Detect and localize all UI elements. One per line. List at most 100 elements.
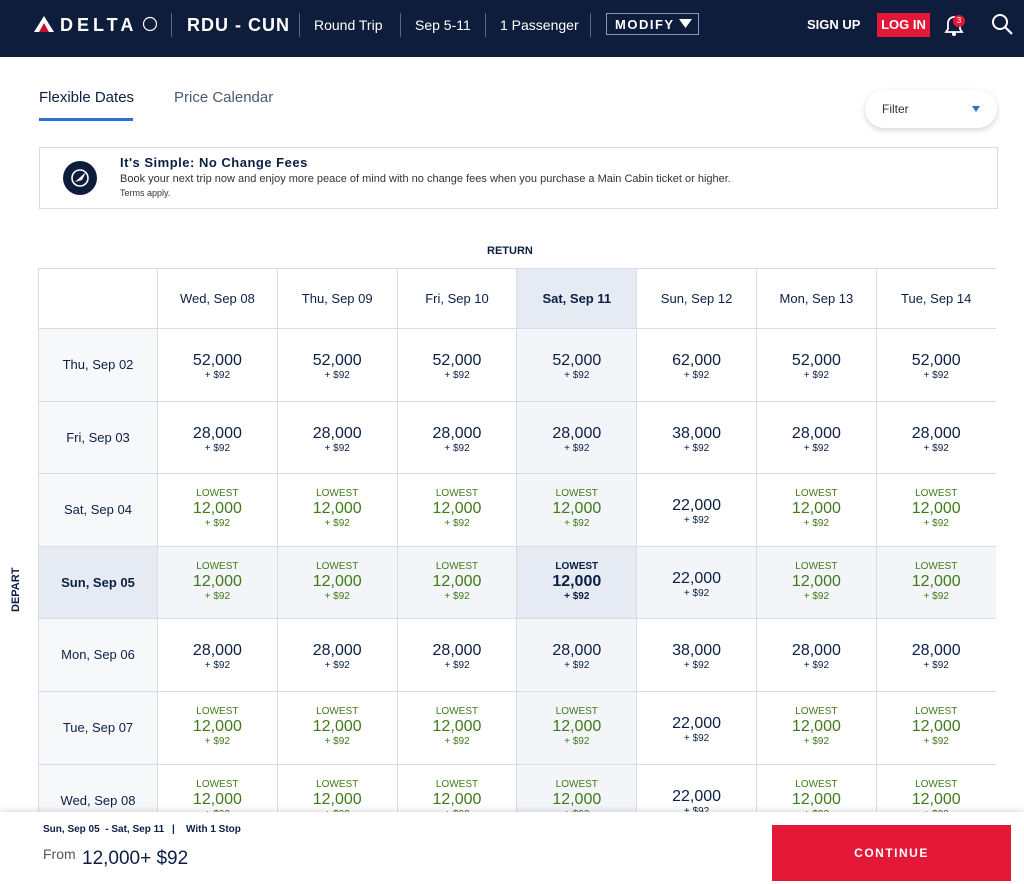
fare-cell[interactable]: 28,000 + $92 <box>158 401 278 475</box>
passengers[interactable]: 1 Passenger <box>500 17 579 33</box>
miles: 52,000 <box>911 352 961 369</box>
filter-label: Filter <box>882 102 909 116</box>
lowest-tag: LOWEST <box>555 488 598 500</box>
fare-cell[interactable]: 28,000 + $92 <box>277 619 398 692</box>
filter-dropdown[interactable]: Filter <box>865 90 997 128</box>
depart-label: DEPART <box>10 567 22 612</box>
fare-cell[interactable]: 28,000 + $92 <box>757 619 877 692</box>
fee: + $92 <box>803 736 830 747</box>
dropdown-arrow <box>679 19 692 28</box>
fee: + $92 <box>923 518 949 530</box>
miles: 22,000 <box>672 497 722 515</box>
fare-cell[interactable]: 28,000 + $92 <box>517 401 638 475</box>
fare-cell[interactable]: 52,000 + $92 <box>876 329 996 402</box>
fee: + $92 <box>398 809 517 812</box>
fare-cell[interactable]: 28,000 + $92 <box>397 619 518 692</box>
search-icon[interactable] <box>990 12 1014 36</box>
fare-cell[interactable]: 28,000 + $92 <box>876 401 996 475</box>
fare-cell[interactable]: 52,000 + $92 <box>277 329 398 402</box>
miles: 28,000 <box>432 642 482 660</box>
fare-cell[interactable]: 52,000 + $92 <box>158 329 278 402</box>
fee: + $92 <box>803 370 830 381</box>
fare-cell[interactable]: 52,000 + $92 <box>757 329 877 402</box>
tab[interactable]: Price Calendar <box>174 89 274 106</box>
return-date-header: Wed, Sep 08 <box>158 269 278 329</box>
fare-cell[interactable]: 22,000 + $92 <box>637 764 757 812</box>
fare-cell[interactable]: 28,000 + $92 <box>757 401 877 475</box>
fee: + $92 <box>683 805 710 812</box>
fee: + $92 <box>803 590 830 602</box>
fee: + $92 <box>204 370 231 381</box>
fee: + $92 <box>564 660 590 672</box>
lowest-tag: LOWEST <box>555 778 598 790</box>
miles: 62,000 <box>672 352 722 369</box>
fare-cell[interactable]: 52,000 + $92 <box>517 329 638 402</box>
miles: 52,000 <box>432 352 482 369</box>
lowest-tag: LOWEST <box>915 488 958 500</box>
fare-cell[interactable]: 38,000 + $92 <box>637 401 757 475</box>
continue-button[interactable]: CONTINUE <box>772 825 1011 881</box>
fee: + $92 <box>564 590 590 602</box>
fare-cell[interactable]: 28,000 + $92 <box>158 619 278 692</box>
miles: 28,000 <box>552 424 602 442</box>
depart-date-header: Sat, Sep 04 <box>39 474 158 547</box>
miles: 28,000 <box>312 642 362 660</box>
fee: + $92 <box>158 809 277 812</box>
trip-type[interactable]: Round Trip <box>314 17 383 33</box>
fare-cell[interactable]: 52,000 + $92 <box>397 329 518 402</box>
route[interactable]: RDU - CUN <box>187 15 290 35</box>
miles: 22,000 <box>672 569 722 587</box>
fare-cell[interactable]: 28,000 + $92 <box>397 401 518 475</box>
delta-logo-mark <box>34 16 54 32</box>
fare-cell[interactable]: 28,000 + $92 <box>876 619 996 692</box>
fee: + $92 <box>877 809 996 812</box>
fare-cell[interactable]: 22,000 + $92 <box>637 546 757 620</box>
fare-cell[interactable]: 38,000 + $92 <box>637 619 757 692</box>
fare-cell[interactable]: 22,000 + $92 <box>637 692 757 765</box>
sign-up-link[interactable]: SIGN UP <box>807 17 861 32</box>
fare-cell[interactable]: 28,000 + $92 <box>517 619 638 692</box>
terms-link[interactable]: Terms apply. <box>120 188 171 198</box>
tab-active[interactable]: Flexible Dates <box>39 89 135 106</box>
dropdown-arrow <box>972 106 980 112</box>
top-bar: DELTA RDU - CUN Round Trip Sep 5-11 1 Pa… <box>0 0 1024 57</box>
fare-cell[interactable]: 22,000 + $92 <box>637 474 757 547</box>
log-in-button[interactable]: LOG IN <box>877 13 930 37</box>
return-date-header: Sat, Sep 11 <box>517 269 638 329</box>
fee: + $92 <box>683 442 710 454</box>
modify-button[interactable]: MODIFY <box>606 13 699 35</box>
fare-cell[interactable]: 28,000 + $92 <box>277 401 398 475</box>
return-date-header: Fri, Sep 10 <box>397 269 518 329</box>
miles: 52,000 <box>791 352 841 369</box>
miles: 12,000 <box>192 500 242 518</box>
travel-dates[interactable]: Sep 5-11 <box>415 17 471 33</box>
fee: + $92 <box>803 518 830 530</box>
separator <box>400 13 401 37</box>
fee: + $92 <box>803 442 830 454</box>
fare-cell[interactable]: 62,000 + $92 <box>637 329 757 402</box>
